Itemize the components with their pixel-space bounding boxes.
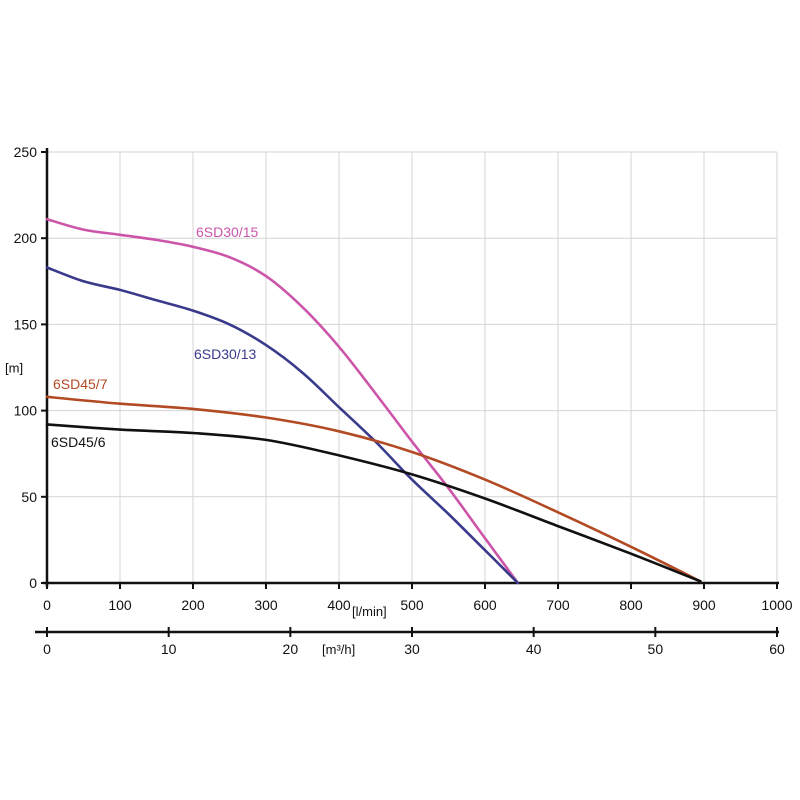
secondary-x-axis-label: [m³/h] (322, 642, 355, 657)
series-label-6sd45-6: 6SD45/6 (51, 434, 106, 450)
secondary-x-tick-label: 60 (769, 641, 785, 657)
series-line-6sd45-6 (45, 423, 702, 583)
y-tick-label: 100 (14, 403, 38, 419)
series-label-6sd45-7: 6SD45/7 (53, 376, 108, 392)
secondary-x-tick-label: 20 (283, 641, 299, 657)
axes (35, 148, 779, 637)
x-tick-label: 600 (473, 597, 497, 613)
series-label-6sd30-13: 6SD30/13 (194, 346, 256, 362)
series-line-6sd30-15 (45, 217, 520, 585)
secondary-x-tick-label: 10 (161, 641, 177, 657)
x-tick-label: 700 (546, 597, 570, 613)
y-tick-label: 150 (14, 316, 38, 332)
x-tick-label: 0 (43, 597, 51, 613)
y-tick-label: 0 (29, 575, 37, 591)
secondary-x-tick-label: 50 (648, 641, 664, 657)
secondary-x-tick-label: 0 (43, 641, 51, 657)
series-line-6sd30-13 (45, 266, 520, 585)
x-axis-label: [l/min] (352, 604, 387, 619)
x-tick-label: 500 (400, 597, 424, 613)
y-tick-label: 200 (14, 230, 38, 246)
x-tick-label: 1000 (761, 597, 792, 613)
secondary-x-tick-label: 30 (404, 641, 420, 657)
y-axis-label: [m] (5, 361, 23, 376)
y-tick-label: 50 (21, 489, 37, 505)
x-tick-label: 300 (254, 597, 278, 613)
series-lines (45, 217, 702, 585)
x-tick-label: 100 (108, 597, 132, 613)
x-tick-label: 200 (181, 597, 205, 613)
x-tick-label: 800 (619, 597, 643, 613)
x-tick-label: 400 (327, 597, 351, 613)
series-line-6sd45-7 (45, 395, 702, 583)
secondary-x-tick-label: 40 (526, 641, 542, 657)
grid (47, 151, 778, 583)
series-label-6sd30-15: 6SD30/15 (196, 224, 258, 240)
y-tick-label: 250 (14, 144, 38, 160)
x-tick-label: 900 (692, 597, 716, 613)
